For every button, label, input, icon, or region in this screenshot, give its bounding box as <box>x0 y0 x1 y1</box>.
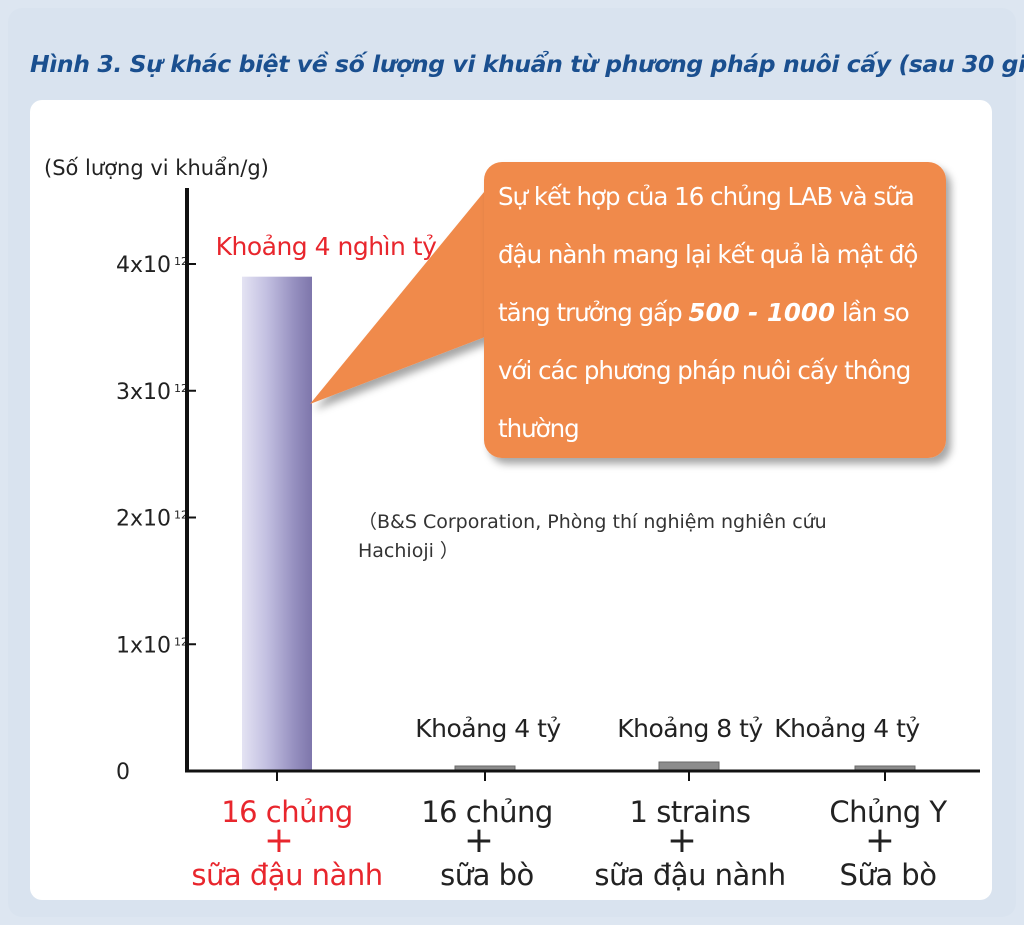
data-label: Khoảng 4 tỷ <box>774 714 920 743</box>
x-tick-label-line2: sữa đậu nành <box>191 858 382 892</box>
data-label: Khoảng 4 tỷ <box>415 714 561 743</box>
callout-text: Sự kết hợp của 16 chủng LAB và sữa đậu n… <box>498 168 938 458</box>
callout-highlight: 500 - 1000 <box>688 298 836 327</box>
x-tick-label-plus: + <box>667 820 697 861</box>
data-label: Khoảng 4 nghìn tỷ <box>216 232 437 261</box>
x-tick-label: 16 chủng+sữa đậu nành <box>191 795 383 892</box>
y-tick: 1x10 12 <box>116 633 196 658</box>
y-tick-label: 0 <box>116 760 130 785</box>
bar <box>454 765 516 771</box>
x-tick-label-line1: 16 chủng <box>221 795 353 829</box>
y-tick-label: 1x10 <box>116 633 171 658</box>
x-tick-label-plus: + <box>464 820 494 861</box>
x-tick-label-line2: sữa đậu nành <box>594 858 785 892</box>
source-note: （B&S Corporation, Phòng thí nghiệm nghiê… <box>358 511 827 533</box>
x-tick-label-plus: + <box>264 820 294 861</box>
callout-pointer <box>310 175 498 404</box>
source-note: Hachioji ） <box>358 540 459 562</box>
y-tick-exponent: 12 <box>174 255 188 268</box>
callout-text-part: Sự kết hợp của 16 chủng LAB và sữa đậu n… <box>498 182 918 327</box>
x-tick-label-line2: Sữa bò <box>840 858 937 892</box>
x-tick-label-line1: 1 strains <box>630 795 751 829</box>
data-label: Khoảng 8 tỷ <box>617 714 763 743</box>
bar <box>242 276 312 771</box>
x-tick-label: 1 strains+sữa đậu nành <box>594 795 786 892</box>
y-tick: 2x10 12 <box>116 507 196 532</box>
y-tick-label: 2x10 <box>116 507 171 532</box>
bar <box>658 761 720 771</box>
figure-title: Hình 3. Sự khác biệt về số lượng vi khuẩ… <box>30 50 1024 78</box>
y-tick-label: 3x10 <box>116 380 171 405</box>
bar <box>854 765 916 771</box>
y-tick: 0 <box>116 760 130 785</box>
x-tick-label-plus: + <box>865 820 895 861</box>
x-tick-label-line1: Chủng Y <box>829 795 947 829</box>
y-tick: 4x10 12 <box>116 253 196 278</box>
y-tick-label: 4x10 <box>116 253 171 278</box>
x-tick-label-line2: sữa bò <box>440 858 534 892</box>
x-tick-label: Chủng Y+Sữa bò <box>829 795 948 892</box>
y-axis-label: (Số lượng vi khuẩn/g) <box>44 156 269 180</box>
y-tick: 3x10 12 <box>116 380 196 405</box>
callout-box <box>484 162 946 458</box>
y-tick-exponent: 12 <box>174 509 188 522</box>
y-tick-exponent: 12 <box>174 382 188 395</box>
callout-text-part: lần so với các phương pháp nuôi cấy thôn… <box>498 298 911 443</box>
x-tick-label-line1: 16 chủng <box>421 795 553 829</box>
y-tick-exponent: 12 <box>174 635 188 648</box>
x-tick-label: 16 chủng+sữa bò <box>421 795 553 892</box>
